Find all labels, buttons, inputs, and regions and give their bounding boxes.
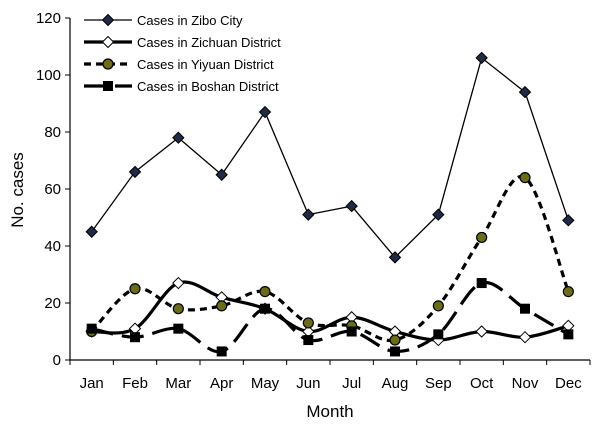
legend-marker-1 — [101, 13, 115, 27]
data-point-series-3 — [259, 286, 271, 298]
data-point-series-1 — [85, 225, 98, 238]
x-tick-label: Mar — [165, 375, 191, 392]
x-tick-label: Feb — [122, 375, 148, 392]
data-point-series-4 — [520, 303, 530, 314]
data-point-series-1 — [172, 131, 185, 144]
data-point-series-3 — [389, 334, 401, 346]
data-point-series-3 — [432, 300, 444, 312]
data-point-series-4 — [86, 323, 97, 334]
data-point-series-4 — [173, 323, 184, 334]
x-tick-label: Jun — [296, 375, 320, 392]
data-point-series-1 — [518, 85, 532, 99]
x-tick-label: Sep — [425, 375, 452, 392]
x-tick-label: Apr — [210, 375, 233, 392]
legend-label-4: Cases in Boshan District — [137, 79, 279, 94]
data-point-series-1 — [388, 251, 402, 264]
data-point-series-4 — [130, 332, 140, 343]
data-point-series-2 — [172, 276, 185, 290]
legend-marker-4 — [103, 81, 113, 91]
x-tick-label: Jul — [342, 375, 361, 392]
legend-label-2: Cases in Zichuan District — [137, 35, 281, 50]
data-point-series-4 — [216, 346, 227, 357]
y-axis-label: No. cases — [8, 152, 27, 228]
data-point-series-3 — [519, 172, 531, 184]
data-point-series-4 — [346, 326, 357, 337]
x-tick-label: Jan — [80, 375, 104, 392]
tick-labels: 0 20 40 60 80 100 120 Jan Feb Mar Apr May Jun Jul Aug S… — [36, 10, 582, 392]
series-line-4 — [91, 280, 570, 354]
data-point-series-1 — [302, 208, 315, 221]
y-tick-label: 0 — [53, 352, 61, 369]
legend-label-1: Cases in Zibo City — [137, 13, 243, 28]
series-line-1 — [91, 57, 569, 259]
data-point-series-4 — [260, 303, 270, 314]
data-point-series-1 — [432, 208, 445, 221]
data-point-series-4 — [563, 329, 574, 340]
series-line-3 — [90, 174, 570, 343]
data-point-series-3 — [302, 317, 314, 329]
data-point-series-2 — [518, 330, 532, 344]
axes — [65, 17, 591, 365]
x-axis-label: Month — [306, 402, 353, 421]
legend: Cases in Zibo City Cases in Zichuan Distr… — [84, 13, 281, 94]
legend-marker-3 — [102, 58, 114, 70]
x-tick-label: Oct — [470, 375, 494, 392]
data-point-series-1 — [562, 214, 575, 227]
y-tick-label: 60 — [44, 181, 61, 198]
data-point-series-3 — [129, 283, 141, 295]
y-tick-label: 20 — [44, 295, 61, 312]
data-point-series-3 — [562, 286, 574, 298]
legend-marker-2 — [101, 35, 115, 49]
data-point-series-3 — [476, 231, 488, 244]
data-point-series-1 — [128, 165, 142, 179]
data-point-series-1 — [345, 199, 358, 213]
data-point-series-1 — [475, 51, 488, 65]
legend-label-3: Cases in Yiyuan District — [137, 57, 274, 72]
data-point-series-1 — [258, 105, 272, 119]
data-point-series-1 — [215, 168, 228, 181]
data-point-series-4 — [433, 329, 444, 340]
y-tick-label: 40 — [44, 238, 61, 255]
x-tick-label: May — [251, 375, 280, 392]
x-tick-label: Aug — [382, 375, 409, 392]
data-point-series-4 — [390, 346, 400, 357]
x-tick-label: Nov — [512, 375, 539, 392]
y-tick-label: 120 — [36, 10, 61, 27]
data-point-series-4 — [303, 335, 314, 346]
y-tick-label: 100 — [36, 67, 61, 84]
data-point-series-3 — [216, 300, 228, 312]
x-tick-label: Dec — [555, 375, 582, 392]
data-point-series-2 — [475, 325, 488, 338]
series-markers — [85, 51, 575, 357]
data-point-series-3 — [172, 303, 184, 315]
y-tick-label: 80 — [44, 124, 61, 141]
series-lines — [90, 57, 570, 354]
data-point-series-4 — [476, 278, 487, 289]
